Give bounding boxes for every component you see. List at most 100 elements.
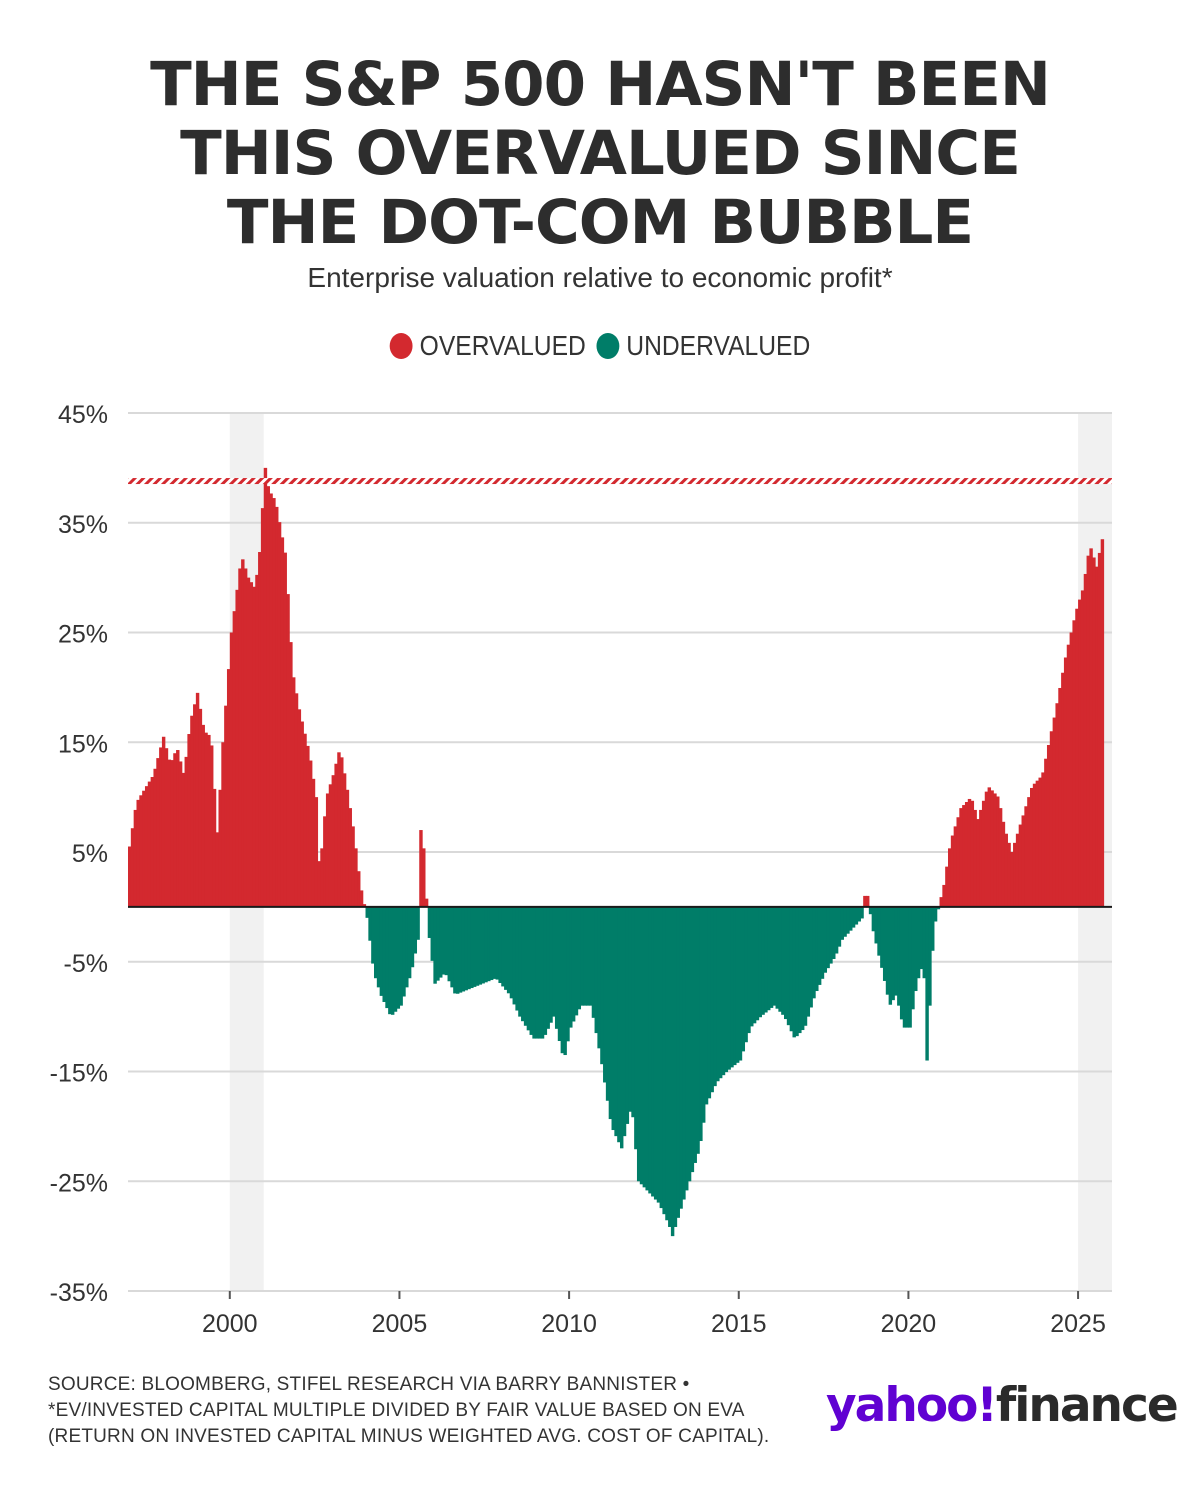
bar [393, 906, 398, 1012]
bar [600, 906, 604, 1065]
bar [379, 906, 384, 996]
bar [594, 906, 598, 1034]
bar [512, 906, 516, 1005]
bar [747, 906, 751, 1034]
bar [936, 906, 941, 910]
bar [809, 906, 813, 1008]
bar [702, 906, 706, 1123]
bar [1010, 852, 1014, 907]
bar [919, 906, 924, 970]
bar [1035, 780, 1040, 907]
bar [552, 906, 556, 1017]
bar [153, 768, 157, 907]
bar [973, 809, 977, 907]
y-axis-ticks: 45% 35% 25% 15% 5% -5% -15% -25% -35% [50, 401, 108, 1307]
bar [812, 906, 816, 999]
bar [221, 742, 225, 907]
bar [538, 906, 542, 1039]
source-line-2: *EV/INVESTED CAPITAL MULTIPLE DIVIDED BY… [48, 1400, 745, 1421]
bar [639, 906, 644, 1185]
bar [902, 906, 907, 1028]
bar [820, 906, 825, 979]
bar [586, 906, 590, 1006]
bar [914, 906, 918, 992]
bar [441, 906, 446, 975]
bar [277, 522, 282, 907]
bar [798, 906, 802, 1034]
bar [456, 906, 460, 994]
bar [416, 906, 420, 940]
bar [622, 906, 627, 1137]
bar [198, 708, 203, 907]
bar [464, 906, 468, 991]
bar [580, 906, 584, 1006]
bar [255, 574, 259, 907]
bar [648, 906, 652, 1194]
bar [1041, 772, 1045, 907]
bar [1032, 783, 1037, 907]
bar [959, 808, 963, 907]
bar [470, 906, 474, 989]
bar [815, 906, 819, 992]
bar [286, 594, 290, 907]
bar [164, 748, 169, 907]
bar [916, 906, 921, 979]
bar [181, 772, 186, 907]
bar [877, 906, 881, 956]
bar [894, 906, 898, 996]
bar [1100, 539, 1105, 907]
bar [187, 734, 191, 907]
bar [1066, 644, 1071, 907]
bar [487, 906, 491, 982]
x-tick-label: 2015 [711, 1310, 767, 1338]
bar [707, 906, 712, 1099]
bar [792, 906, 796, 1038]
bar [478, 906, 483, 985]
bar [750, 906, 754, 1027]
bar [159, 747, 163, 907]
bar [662, 906, 666, 1215]
bar [212, 788, 217, 907]
bar [843, 906, 847, 937]
bar [328, 784, 333, 907]
bar [317, 861, 321, 907]
bar [1049, 731, 1054, 907]
bar [167, 759, 172, 907]
bar [673, 906, 678, 1227]
bar [144, 786, 149, 907]
bar [976, 819, 980, 907]
bar [880, 906, 884, 968]
bar [128, 846, 132, 907]
bar [419, 830, 423, 907]
bar [1095, 566, 1099, 907]
bar [882, 906, 887, 981]
bar [614, 906, 618, 1137]
bar [832, 906, 836, 960]
bar [156, 758, 160, 907]
bar [953, 826, 958, 907]
bar [427, 906, 432, 938]
bar [993, 793, 997, 907]
bar [656, 906, 661, 1203]
legend: OVERVALUED UNDERVALUED [72, 330, 1128, 362]
bar [837, 906, 842, 947]
bar [224, 705, 228, 907]
bar [249, 582, 254, 907]
bar-chart: 45%35%25%15%5%-5%-15%-25%-35% 2000 2005 20… [50, 401, 1112, 1338]
bar [229, 632, 234, 907]
bar [1078, 599, 1082, 907]
bar [433, 906, 437, 984]
bar [161, 736, 166, 907]
bar [1083, 573, 1088, 907]
bar [334, 763, 338, 907]
bar [608, 906, 613, 1120]
bar [535, 906, 539, 1039]
bar [597, 906, 601, 1049]
bar [252, 586, 256, 907]
bar [911, 906, 915, 1010]
bar [718, 906, 723, 1079]
bar [439, 906, 443, 978]
bar [758, 906, 762, 1018]
bar [362, 904, 367, 907]
bar [645, 906, 649, 1191]
